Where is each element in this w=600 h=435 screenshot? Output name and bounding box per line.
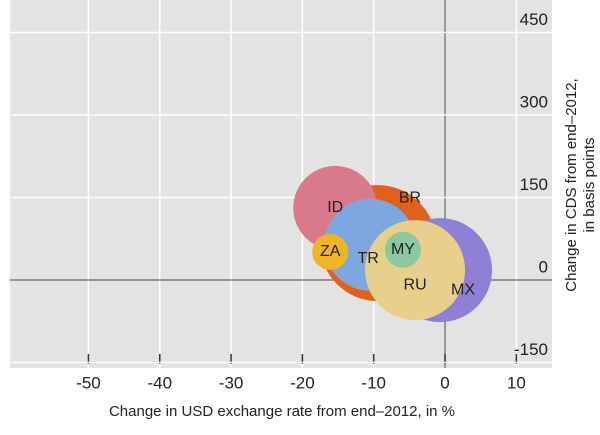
bubble [384, 231, 421, 268]
y-axis-title: in basis points [581, 137, 598, 232]
x-tick-label: -10 [361, 373, 386, 392]
plot-area [10, 0, 552, 368]
y-tick-label: 450 [520, 10, 548, 29]
bubble-label: MX [451, 281, 475, 298]
x-tick-label: -30 [219, 373, 244, 392]
bubble-label: ZA [320, 243, 341, 260]
y-tick-label: 0 [539, 257, 548, 276]
bubble [312, 233, 349, 270]
bubble [365, 220, 466, 321]
x-axis-title: Change in USD exchange rate from end–201… [109, 403, 455, 420]
grid [10, 0, 552, 368]
y-tick-label: 300 [520, 92, 548, 111]
x-tick-label: 10 [507, 373, 526, 392]
bubble-label: MY [391, 241, 415, 258]
bubble-label: ID [327, 199, 343, 216]
x-tick-label: -40 [147, 373, 172, 392]
bubbles [293, 165, 493, 323]
x-tick-label: -20 [290, 373, 315, 392]
bubble-label: TR [357, 250, 378, 267]
y-tick-label: -150 [514, 340, 548, 359]
bubble-label: RU [404, 276, 427, 293]
labels: BR MX ID TR RU ZA MY [320, 189, 475, 298]
y-tick-label: 150 [520, 175, 548, 194]
y-axis-title: Change in CDS from end–2012, [563, 78, 580, 291]
x-tick-label: -50 [76, 373, 101, 392]
bubble-label: BR [399, 189, 421, 206]
x-tick-label: 0 [440, 373, 449, 392]
